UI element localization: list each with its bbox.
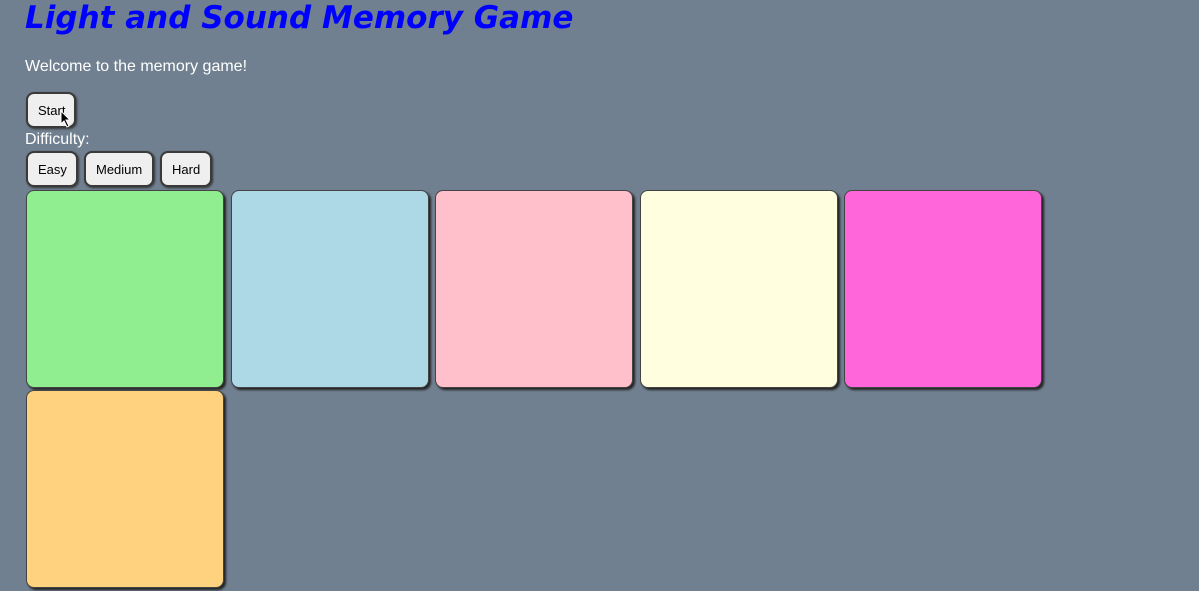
page-title: Light and Sound Memory Game — [25, 0, 574, 36]
easy-button[interactable]: Easy — [26, 151, 78, 187]
medium-button[interactable]: Medium — [84, 151, 154, 187]
hard-button[interactable]: Hard — [160, 151, 212, 187]
game-tile-2[interactable] — [230, 190, 429, 388]
difficulty-label: Difficulty: — [25, 131, 90, 148]
welcome-text: Welcome to the memory game! — [25, 58, 248, 75]
mouse-cursor-icon — [60, 110, 72, 128]
game-tile-6[interactable] — [26, 390, 224, 588]
game-tile-4[interactable] — [639, 190, 838, 388]
game-tile-5[interactable] — [844, 190, 1042, 388]
game-tile-3[interactable] — [435, 190, 633, 388]
start-button[interactable]: Start — [26, 92, 76, 128]
game-tile-1[interactable] — [26, 190, 224, 388]
